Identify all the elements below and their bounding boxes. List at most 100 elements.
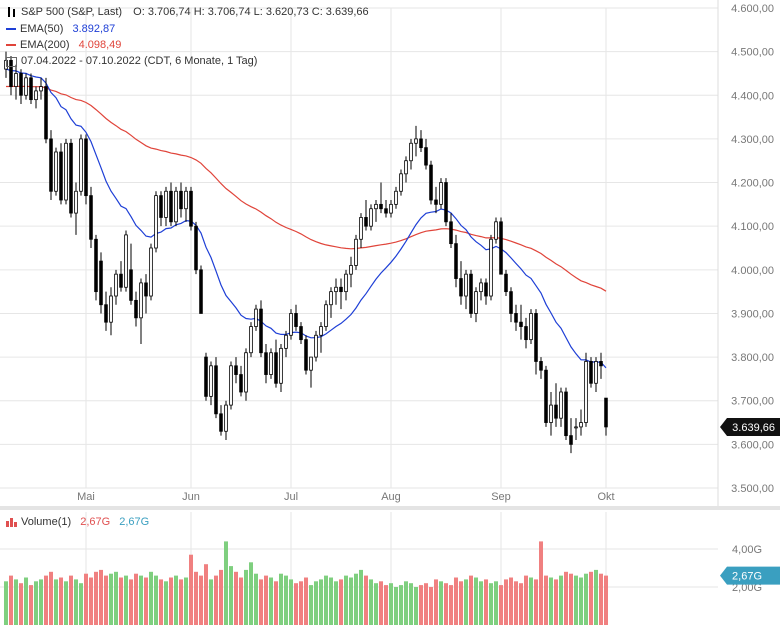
candle [299,322,303,344]
candle [244,348,248,401]
time-tick-label: Aug [381,491,401,503]
volume-bar [569,573,573,625]
candle [149,243,153,301]
candle [329,287,333,318]
candle-body [459,278,463,297]
candle [479,278,483,301]
volume-bar [409,583,413,625]
candle-body [364,217,368,227]
volume-bar [594,569,598,625]
candle-body [219,413,223,432]
candle-body [449,221,453,245]
candle-body [559,391,563,419]
volume-bar [339,579,343,625]
ema200-legend: EMA(200) 4.098,49 [6,39,121,51]
candle-body [139,282,143,319]
volume-bar [304,577,308,625]
candle [589,357,593,388]
candle [44,77,48,144]
candle-body [569,435,573,445]
volume-bar [379,581,383,625]
candle [189,186,193,231]
time-tick-label: Mai [77,491,95,503]
candle-body [144,282,148,297]
volume-last-badge: 2,67G [720,566,780,585]
price-tick-label: 3.700,00 [731,396,774,408]
ema50-legend: EMA(50) 3.892,87 [6,23,115,35]
volume-bar [424,583,428,625]
candle-body [509,291,513,314]
volume-bar [449,585,453,625]
time-tick-label: Jul [284,491,298,503]
candle-body [319,326,323,336]
volume-label: Volume(1) [21,516,72,528]
volume-bar [154,575,158,625]
candle-body [594,361,598,384]
volume-bar [539,541,543,625]
candle-body [554,404,558,419]
candle-body [299,326,303,341]
candle-body [564,391,568,437]
volume-bar [604,575,608,625]
volume-bar [69,575,73,625]
volume-bar [474,577,478,625]
candle-body [359,217,363,240]
candles [4,51,608,454]
volume-bar [104,575,108,625]
volume-bar [59,577,63,625]
calendar-icon [6,56,18,68]
volume-bar [199,575,203,625]
candle-body [414,138,418,144]
volume-bar [504,579,508,625]
candle-body [379,203,383,210]
candle [309,356,313,388]
candle [249,322,253,358]
volume-value-blue: 2,67G [119,516,150,528]
price-tick-label: 4.000,00 [731,265,774,277]
volume-bar [244,569,248,625]
volume-bar [149,571,153,625]
candle [534,309,538,375]
time-tick-label: Okt [597,491,614,503]
candle-body [94,238,98,293]
candle [419,130,423,152]
volume-bar [129,579,133,625]
candle [499,217,503,275]
candle-body [249,326,253,354]
volume-bar [319,579,323,625]
volume-bar [239,577,243,625]
candle [364,200,368,231]
ema50-swatch [6,28,16,31]
candle-body [444,182,448,223]
candlestick-icon [6,7,18,18]
volume-bar [349,577,353,625]
candle [424,138,428,170]
candle-body [184,190,188,210]
candle-body [229,365,233,406]
candle-body [69,142,73,214]
volume-bar [99,569,103,625]
candle [294,304,298,331]
volume-bar [429,587,433,625]
candle [119,261,123,292]
candle [494,217,498,244]
volume-tick-label: 2,00G [732,582,762,594]
volume-bar [194,571,198,625]
candle-body [239,374,243,393]
candle-body [199,269,203,314]
volume-bar [384,585,388,625]
candle [584,352,588,427]
candle [154,191,158,253]
candle-body [464,273,468,297]
volume-bar [284,575,288,625]
candle [464,269,468,310]
candle [29,73,33,104]
price-axis: 3.500,00 3.600,00 3.700,00 3.800,00 3.900,00… [720,3,780,495]
volume-bar [189,554,193,625]
candle [384,200,388,218]
candle [49,130,53,200]
volume-bar [269,577,273,625]
candle-body [539,361,543,371]
candle [34,86,38,109]
candle [144,274,148,314]
